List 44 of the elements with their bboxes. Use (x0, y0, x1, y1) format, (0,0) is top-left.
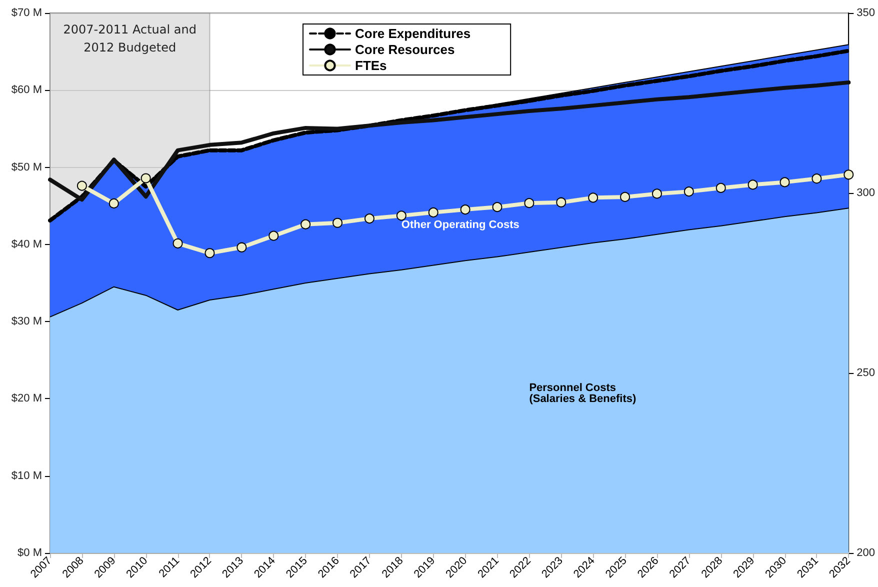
point (492, 202, 502, 212)
point (460, 204, 470, 215)
series-label: Personnel Costs (Salaries & Benefits) (529, 382, 637, 406)
y-tick-label: $60 M (11, 84, 42, 96)
y-tick-label: $0 M (18, 547, 42, 559)
point (332, 218, 343, 228)
point (428, 207, 438, 218)
point (364, 214, 374, 224)
y-tick-label: $30 M (11, 316, 42, 328)
point (748, 180, 758, 190)
point (684, 186, 694, 197)
point (396, 210, 406, 221)
band-label: 2007-2011 Actual and 2012 Budgeted (63, 22, 196, 54)
y-tick-label: $20 M (11, 392, 42, 405)
point (652, 188, 662, 199)
point (780, 177, 790, 188)
point (716, 182, 726, 193)
legend-label: Core Expenditures (355, 26, 471, 41)
y2-tick-label: 300 (856, 187, 876, 199)
point (76, 180, 87, 191)
y-tick-label: $70 M (11, 7, 42, 19)
point (812, 174, 822, 184)
point (524, 198, 534, 208)
point (140, 173, 151, 184)
point (300, 219, 311, 230)
series-label: Other Operating Costs (401, 218, 520, 231)
point (172, 238, 183, 248)
y-tick-label: $10 M (11, 470, 42, 482)
point (204, 248, 215, 258)
legend-label: FTEs (355, 58, 387, 73)
point (844, 170, 854, 180)
y2-tick-label: 250 (856, 367, 876, 379)
y2-tick-label: 350 (856, 7, 876, 19)
point (108, 198, 119, 208)
point (620, 192, 630, 202)
legend-label: Core Resources (355, 42, 455, 57)
y-tick-label: $50 M (11, 161, 42, 174)
point (236, 242, 247, 252)
point (588, 192, 598, 203)
y2-tick-label: 200 (856, 547, 876, 559)
point (556, 197, 566, 208)
point (268, 230, 279, 241)
y-tick-label: $40 M (11, 238, 42, 250)
line-series (48, 80, 851, 202)
